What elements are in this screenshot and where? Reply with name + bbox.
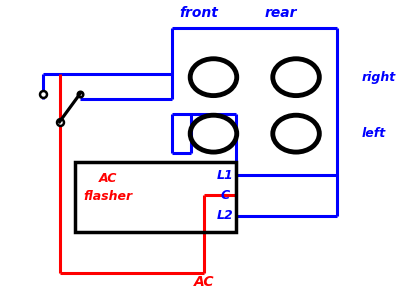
Text: front: front xyxy=(179,6,218,20)
Text: flasher: flasher xyxy=(84,190,133,202)
Text: AC: AC xyxy=(194,275,214,289)
Text: right: right xyxy=(362,71,396,84)
Text: L2: L2 xyxy=(216,209,233,223)
Text: left: left xyxy=(362,127,386,140)
Text: AC: AC xyxy=(99,172,118,185)
Text: C: C xyxy=(220,189,229,202)
Bar xyxy=(74,162,236,232)
Text: L1: L1 xyxy=(216,169,233,182)
Text: rear: rear xyxy=(265,6,297,20)
